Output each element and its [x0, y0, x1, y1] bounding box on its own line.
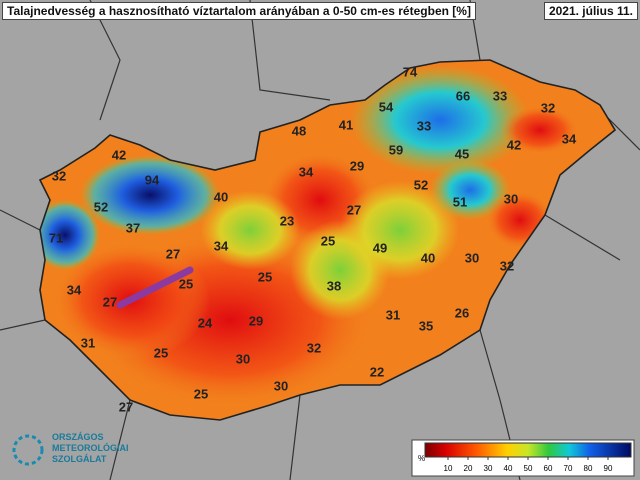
- value-label: 40: [214, 189, 228, 204]
- value-label: 23: [280, 213, 294, 228]
- tick-label: 90: [604, 464, 613, 473]
- value-label: 45: [455, 146, 469, 161]
- logo-text: SZOLGÁLAT: [52, 454, 107, 464]
- value-label: 30: [465, 250, 479, 265]
- value-label: 66: [456, 88, 470, 103]
- tick-label: 80: [584, 464, 593, 473]
- tick-label: 20: [464, 464, 473, 473]
- value-label: 22: [370, 364, 384, 379]
- value-label: 30: [274, 378, 288, 393]
- value-label: 25: [154, 345, 168, 360]
- value-label: 25: [258, 269, 272, 284]
- value-label: 32: [307, 340, 321, 355]
- value-label: 48: [292, 123, 306, 138]
- value-label: 27: [119, 399, 133, 414]
- value-label: 38: [327, 278, 341, 293]
- value-label: 34: [67, 282, 82, 297]
- value-label: 41: [339, 117, 353, 132]
- value-label: 30: [236, 351, 250, 366]
- value-label: 34: [562, 131, 577, 146]
- value-label: 33: [417, 118, 431, 133]
- value-label: 32: [541, 100, 555, 115]
- value-label: 27: [347, 202, 361, 217]
- title: Talajnedvesség a hasznosítható víztartal…: [2, 2, 476, 20]
- value-label: 34: [299, 164, 314, 179]
- value-label: 71: [49, 230, 63, 245]
- logo: ORSZÁGOS METEOROLÓGIAI SZOLGÁLAT: [52, 432, 129, 465]
- value-label: 52: [414, 177, 428, 192]
- value-label: 27: [166, 246, 180, 261]
- value-label: 35: [419, 318, 433, 333]
- tick-label: 60: [544, 464, 553, 473]
- value-label: 74: [403, 64, 418, 79]
- value-label: 32: [52, 168, 66, 183]
- value-label: 54: [379, 99, 394, 114]
- value-label: 25: [321, 233, 335, 248]
- value-label: 34: [214, 238, 229, 253]
- tick-label: 10: [444, 464, 453, 473]
- value-label: 25: [179, 276, 193, 291]
- value-label: 24: [198, 315, 213, 330]
- value-label: 26: [455, 305, 469, 320]
- value-labels: 74 66 33 32 54 41 48 33 42 34 45 59 29 42 94 32 34 52 40 51…: [49, 64, 577, 414]
- value-label: 32: [500, 258, 514, 273]
- value-label: 42: [112, 147, 126, 162]
- value-label: 27: [103, 294, 117, 309]
- lake: [116, 266, 194, 309]
- value-label: 52: [94, 199, 108, 214]
- value-label: 51: [453, 194, 467, 209]
- tick-label: 50: [524, 464, 533, 473]
- value-label: 30: [504, 191, 518, 206]
- value-label: 31: [81, 335, 95, 350]
- colorbar: [424, 442, 632, 458]
- date: 2021. július 11.: [543, 2, 638, 20]
- tick-label: 70: [564, 464, 573, 473]
- value-label: 49: [373, 240, 387, 255]
- value-label: 25: [194, 386, 208, 401]
- tick-label: 40: [504, 464, 513, 473]
- legend: % 10 20 30 40 50 60 70 80 90: [418, 442, 632, 473]
- tick-label: 30: [484, 464, 493, 473]
- value-label: 42: [507, 137, 521, 152]
- value-label: 33: [493, 88, 507, 103]
- value-label: 37: [126, 220, 140, 235]
- value-label: 29: [350, 158, 364, 173]
- legend-unit: %: [418, 454, 425, 463]
- value-label: 94: [145, 172, 160, 187]
- logo-mark: [12, 434, 44, 466]
- value-label: 40: [421, 250, 435, 265]
- value-label: 31: [386, 307, 400, 322]
- logo-text: METEOROLÓGIAI: [52, 443, 129, 453]
- value-label: 29: [249, 313, 263, 328]
- logo-text: ORSZÁGOS: [52, 432, 104, 442]
- value-label: 59: [389, 142, 403, 157]
